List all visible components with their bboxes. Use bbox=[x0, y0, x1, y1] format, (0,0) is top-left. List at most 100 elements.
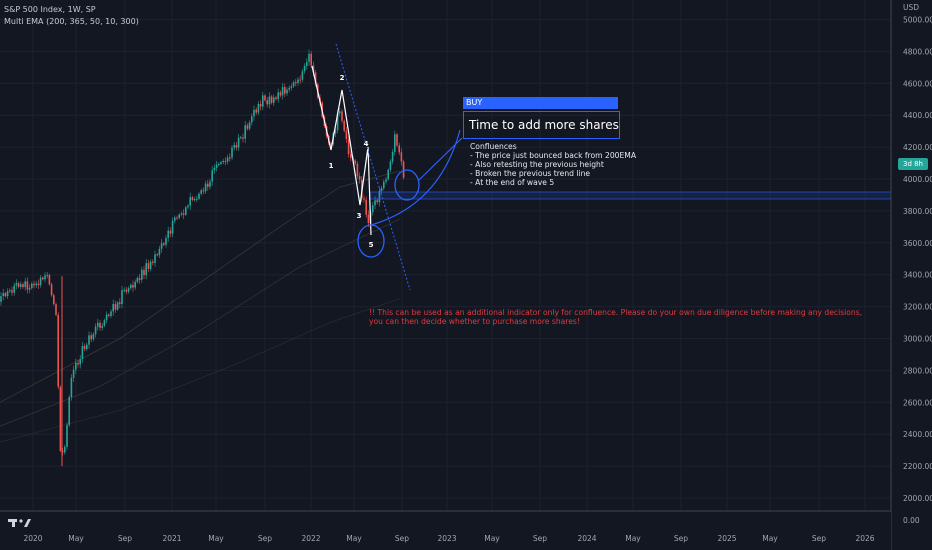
candle-body bbox=[17, 283, 20, 287]
candle-body bbox=[64, 446, 66, 453]
candle-body bbox=[380, 188, 383, 191]
support-zone bbox=[369, 191, 892, 200]
disclaimer-note: !! This can be used as an additional ind… bbox=[369, 308, 862, 326]
candle-body bbox=[336, 113, 339, 131]
symbol-title[interactable]: S&P 500 Index, 1W, SP bbox=[4, 5, 96, 14]
ema-line bbox=[0, 218, 401, 427]
candle-body bbox=[94, 326, 97, 335]
candle-body bbox=[90, 335, 92, 340]
ema-line bbox=[0, 298, 401, 443]
candle-body bbox=[156, 254, 158, 256]
candle-body bbox=[367, 214, 370, 224]
candle-body bbox=[33, 283, 35, 286]
candle-body bbox=[24, 281, 26, 288]
ema-line bbox=[0, 170, 401, 403]
candle-body bbox=[308, 53, 310, 62]
candle-body bbox=[48, 274, 51, 285]
candle-body bbox=[50, 284, 53, 296]
callout-connector bbox=[418, 137, 463, 181]
confluence-line: Confluences bbox=[470, 142, 517, 151]
time-tick-label: Sep bbox=[533, 534, 547, 543]
buy-headline: Time to add more shares bbox=[463, 111, 620, 139]
candle-body bbox=[22, 284, 24, 288]
disclaimer-line: you can then decide whether to purchase … bbox=[369, 317, 580, 326]
candle-body bbox=[9, 290, 11, 292]
candle-body bbox=[44, 275, 46, 280]
candle-body bbox=[123, 289, 125, 291]
candle-body bbox=[244, 125, 246, 139]
candle-body bbox=[182, 213, 185, 215]
candle-body bbox=[345, 130, 348, 140]
candle-body bbox=[354, 160, 356, 164]
candle-body bbox=[72, 369, 75, 378]
candle-body bbox=[88, 335, 90, 345]
candle-body bbox=[70, 377, 73, 398]
callout-connector bbox=[370, 129, 461, 226]
price-tick-label: 4000.00 bbox=[903, 175, 932, 184]
candle-body bbox=[387, 169, 389, 180]
candle-body bbox=[341, 111, 343, 121]
candle-body bbox=[396, 134, 398, 146]
candle-body bbox=[242, 137, 244, 139]
candle-body bbox=[165, 237, 167, 245]
candle-body bbox=[119, 302, 121, 305]
candle-body bbox=[134, 281, 136, 288]
buy-label: BUY bbox=[463, 97, 618, 109]
candle-body bbox=[141, 269, 143, 280]
candle-body bbox=[270, 96, 273, 103]
candle-body bbox=[83, 345, 86, 350]
candle-body bbox=[224, 160, 227, 162]
candle-body bbox=[31, 283, 33, 288]
candle-body bbox=[158, 248, 161, 256]
price-axis-bg bbox=[891, 0, 932, 550]
candle-body bbox=[273, 97, 275, 103]
price-tick-label: 0.00 bbox=[903, 516, 920, 525]
candle-body bbox=[235, 144, 238, 148]
candle-body bbox=[152, 261, 154, 263]
candle-body bbox=[114, 303, 117, 310]
candle-body bbox=[68, 397, 70, 426]
candle-body bbox=[310, 53, 312, 66]
candlesticks bbox=[0, 49, 405, 467]
time-tick-label: Sep bbox=[118, 534, 132, 543]
candle-body bbox=[2, 293, 4, 297]
candle-body bbox=[204, 183, 207, 192]
candle-body bbox=[299, 79, 301, 81]
candle-body bbox=[185, 207, 187, 215]
candle-body bbox=[163, 243, 165, 245]
candle-body bbox=[138, 277, 141, 280]
ema-lines bbox=[0, 170, 401, 443]
candle-body bbox=[295, 82, 297, 84]
candle-body bbox=[77, 362, 79, 365]
candle-body bbox=[160, 243, 163, 249]
candle-body bbox=[66, 425, 68, 447]
candle-body bbox=[246, 125, 249, 129]
tradingview-logo-icon[interactable] bbox=[8, 518, 38, 528]
wave-label: 1 bbox=[329, 162, 334, 170]
candle-body bbox=[191, 197, 194, 200]
time-tick-label: Sep bbox=[395, 534, 409, 543]
candle-body bbox=[402, 161, 405, 178]
candle-body bbox=[284, 87, 286, 94]
indicator-legend[interactable]: Multi EMA (200, 365, 50, 10, 300) bbox=[4, 17, 139, 26]
price-tick-label: 3400.00 bbox=[903, 271, 932, 280]
time-tick-label: Sep bbox=[812, 534, 826, 543]
candle-body bbox=[61, 450, 64, 453]
candle-body bbox=[394, 134, 396, 152]
candle-body bbox=[229, 157, 231, 159]
candle-body bbox=[112, 303, 114, 312]
candle-body bbox=[171, 220, 174, 234]
candle-body bbox=[389, 161, 392, 170]
candle-body bbox=[127, 288, 130, 292]
candle-body bbox=[306, 61, 308, 66]
candle-body bbox=[259, 103, 262, 107]
candle-body bbox=[378, 190, 381, 203]
time-tick-label: 2025 bbox=[717, 534, 736, 543]
candle-body bbox=[196, 198, 198, 200]
candle-body bbox=[174, 217, 176, 221]
candle-body bbox=[169, 230, 172, 234]
price-tick-label: 5000.00 bbox=[903, 16, 932, 25]
price-tick-label: 4600.00 bbox=[903, 79, 932, 88]
confluence-line: - Also retesting the previous height bbox=[470, 160, 604, 169]
